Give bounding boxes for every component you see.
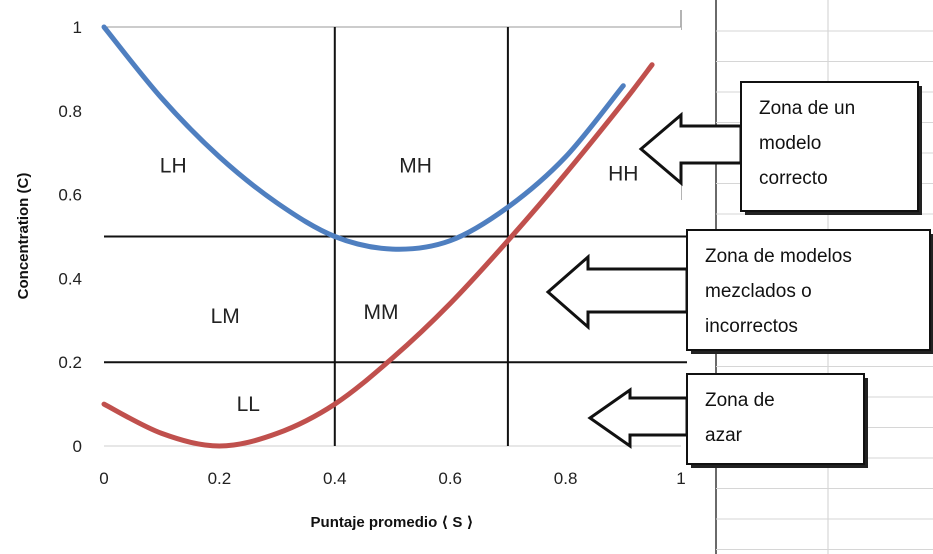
y-tick-labels: 0 0.2 0.4 0.6 0.8 1 [58,18,82,456]
y-axis-title: Concentration (C) [15,173,32,300]
annotation-2: Zona de modelos mezclados o incorrectos [545,229,933,354]
zone-label-ll: LL [237,393,260,416]
annotation-text: Zona de [705,390,775,411]
annotation-3: Zona de azar [587,373,868,468]
y-tick-label: 0.6 [58,186,82,205]
annotation-text: mezclados o [705,281,812,302]
annotation-text: Zona de modelos [705,246,852,267]
series-line-1 [101,24,626,252]
y-tick-label: 0.2 [58,353,82,372]
x-tick-label: 0.6 [438,469,462,488]
annotation-box [686,373,865,465]
x-tick-label: 0.2 [208,469,232,488]
y-tick-label: 0 [73,437,82,456]
annotation-text: modelo [759,133,821,154]
x-tick-label: 0.4 [323,469,347,488]
annotations: Zona de un modelo correcto Zona de modelos m… [545,81,933,468]
zone-label-mh: MH [399,154,432,177]
annotation-box [740,81,919,212]
annotation-text: incorrectos [705,316,798,337]
x-tick-label: 1 [676,469,685,488]
series-group [101,24,655,449]
zone-label-mm: MM [363,301,398,324]
annotation-box [686,229,931,351]
zone-label-hh: HH [608,163,638,186]
annotation-text: Zona de un [759,98,855,119]
plot-area: LH MH HH LM MM LL [101,24,687,449]
x-axis-title: Puntaje promedio ⟨ S ⟩ [311,514,474,531]
x-tick-label: 0 [99,469,108,488]
annotation-text: correcto [759,168,828,189]
y-tick-label: 1 [73,18,82,37]
zone-labels: LH MH HH LM MM LL [160,154,639,416]
x-tick-label: 0.8 [554,469,578,488]
annotation-1: Zona de un modelo correcto [638,81,922,215]
zone-label-lm: LM [211,305,240,328]
y-tick-label: 0.8 [58,102,82,121]
x-tick-labels: 0 0.2 0.4 0.6 0.8 1 [99,469,685,488]
annotation-text: azar [705,425,743,446]
series-line-2 [101,62,655,449]
y-tick-label: 0.4 [58,269,82,288]
zone-label-lh: LH [160,154,187,177]
